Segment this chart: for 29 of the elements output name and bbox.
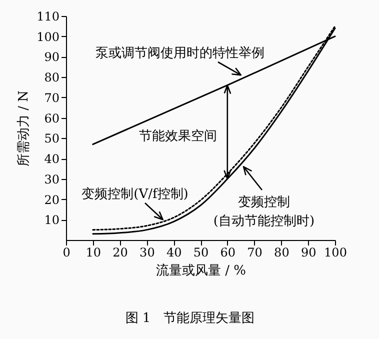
y-tick-label: 30: [44, 172, 60, 186]
y-tick-label: 90: [44, 50, 60, 64]
y-tick-label: 110: [36, 10, 60, 24]
y-tick-label: 60: [44, 111, 60, 126]
y-tick-label: 20: [44, 192, 60, 207]
x-tick-label: 90: [300, 246, 316, 260]
annotation: 节能效果空间: [139, 129, 217, 144]
x-tick-label: 40: [166, 246, 182, 260]
y-tick-label: 40: [44, 152, 60, 166]
caption: 图 1 节能原理矢量图: [125, 311, 255, 326]
y-tick-label: 80: [44, 70, 60, 85]
y-tick-label: 50: [44, 132, 60, 146]
y-axis-title: 所需动力 / N: [16, 90, 32, 167]
x-tick-label: 100: [324, 246, 347, 260]
y-tick-label: 70: [44, 90, 60, 105]
x-tick-label: 20: [112, 246, 128, 260]
x-tick-label: 60: [220, 246, 236, 260]
annotation: 泵或调节阀使用时的特性举例: [96, 46, 264, 61]
x-tick-label: 80: [274, 246, 290, 260]
x-tick-label: 50: [193, 246, 209, 260]
y-tick-label: 100: [36, 30, 60, 44]
annotation: 变频控制 (自动节能控制时): [213, 195, 315, 229]
x-axis-title: 流量或风量 / %: [156, 262, 246, 278]
x-tick-label: 30: [140, 246, 155, 260]
y-tick-label: 10: [44, 213, 60, 228]
x-tick-label: 10: [86, 246, 102, 260]
x-tick-label: 70: [247, 246, 262, 260]
annotation: 变频控制(V/f控制): [82, 187, 188, 202]
x-tick-label: 0: [62, 246, 70, 260]
